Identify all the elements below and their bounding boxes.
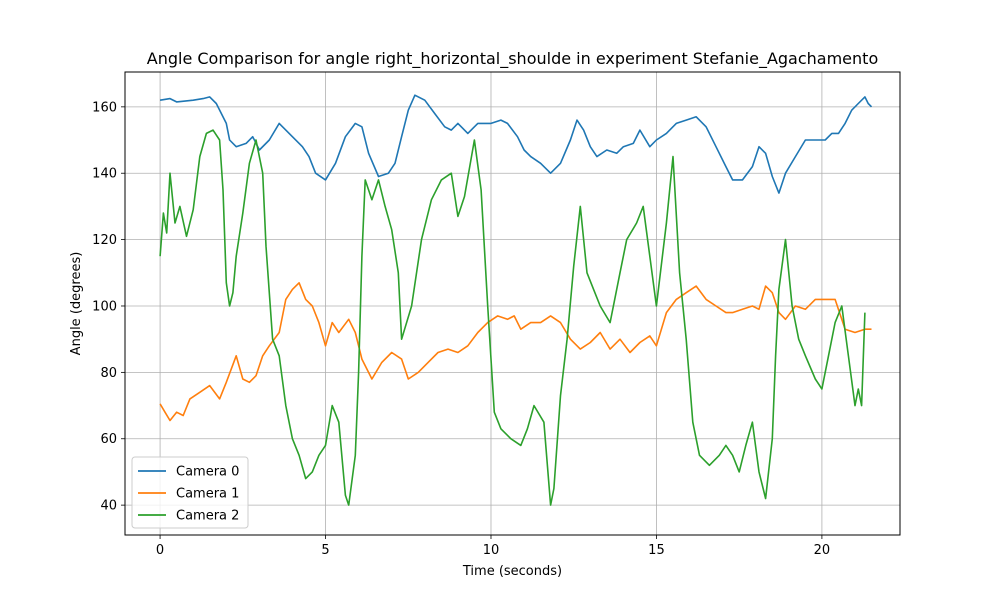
- plot-frame: [124, 71, 901, 536]
- x-tick-label: 0: [156, 543, 164, 558]
- grid: [125, 72, 900, 535]
- x-tick-label: 5: [321, 543, 329, 558]
- y-tick-label: 100: [92, 299, 117, 314]
- series-line-camera-2: [159, 129, 866, 506]
- series-line-camera-0: [159, 94, 873, 194]
- series-line-camera-1: [159, 282, 872, 422]
- x-tick-label: 20: [814, 543, 831, 558]
- y-tick-label: 40: [100, 499, 117, 514]
- y-tick-label: 160: [92, 100, 117, 115]
- chart-title: Angle Comparison for angle right_horizon…: [147, 49, 878, 69]
- y-tick-label: 80: [100, 366, 117, 381]
- x-axis-label: Time (seconds): [462, 564, 562, 579]
- axis-ticks: 0 5 10 15 20 40 60 80 100 120 140 160: [92, 100, 830, 558]
- legend-label-camera-2: Camera 2: [176, 509, 239, 524]
- y-tick-label: 140: [92, 167, 117, 182]
- y-tick-label: 60: [100, 432, 117, 447]
- x-tick-label: 15: [648, 543, 665, 558]
- y-tick-label: 120: [92, 233, 117, 248]
- legend-label-camera-0: Camera 0: [176, 465, 239, 480]
- series-lines: [159, 94, 873, 506]
- y-axis-label: Angle (degrees): [69, 252, 84, 356]
- legend-box: [131, 456, 249, 529]
- legend: Camera 0 Camera 1 Camera 2: [131, 456, 249, 529]
- legend-label-camera-1: Camera 1: [176, 487, 239, 502]
- x-tick-label: 10: [483, 543, 500, 558]
